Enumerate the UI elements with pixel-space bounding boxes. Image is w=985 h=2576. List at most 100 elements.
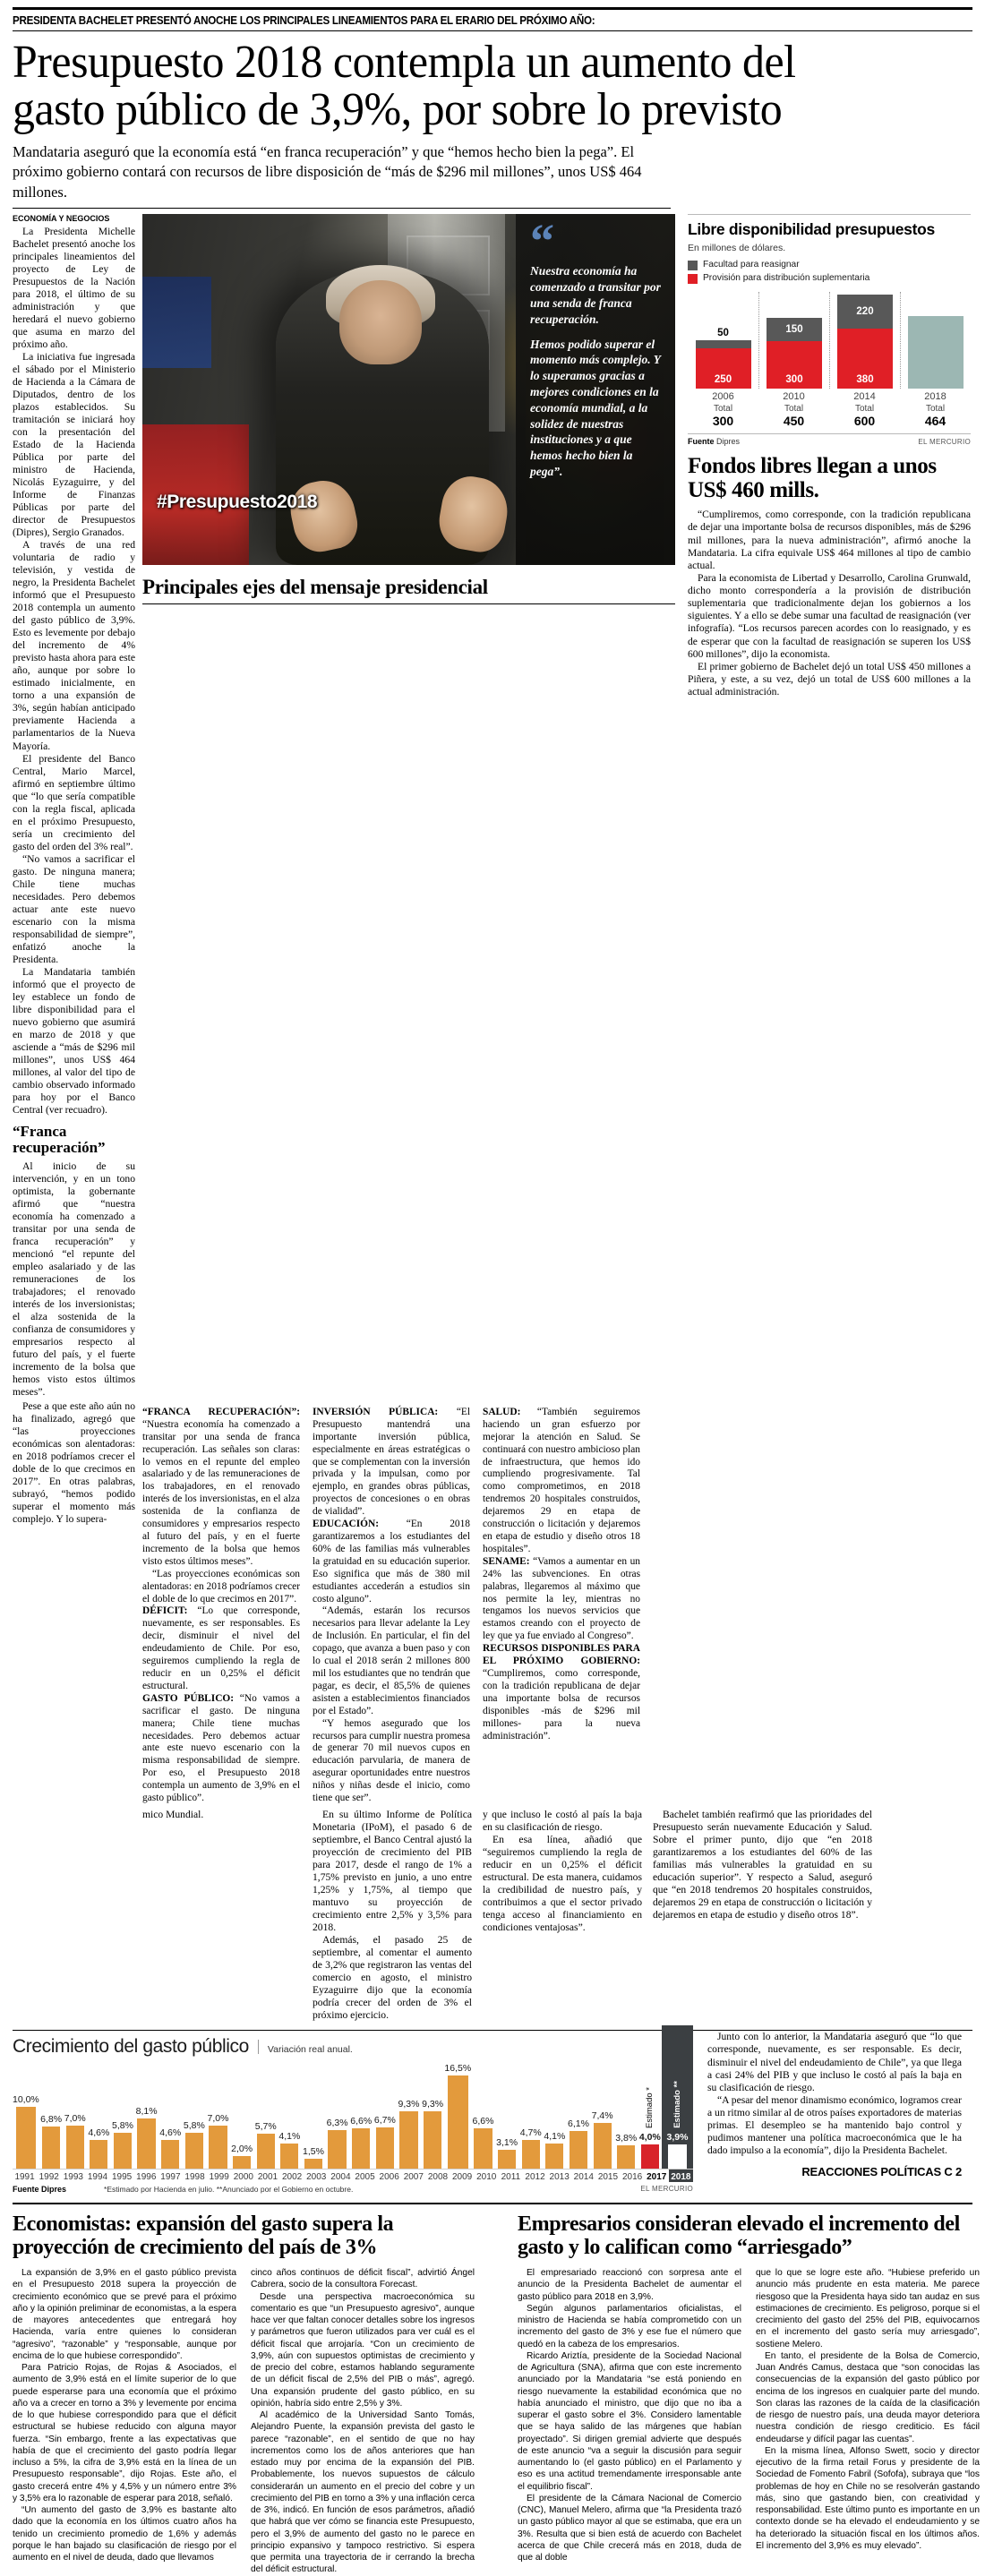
axis-year: 1999	[209, 2172, 229, 2183]
chart-source: Fuente Dipres	[13, 2185, 66, 2194]
axis-year: 2001	[257, 2172, 278, 2183]
ejes-item: “Y hemos asegurado que los recursos para…	[313, 1718, 470, 1805]
photo-flag-blue	[142, 277, 212, 369]
bar-label: 4,0%	[638, 2132, 661, 2144]
ejes-item: “Además, estarán los recursos necesarios…	[313, 1605, 470, 1717]
bar-value-gray: 220	[856, 306, 874, 318]
ejes-lead: GASTO PÚBLICO:	[142, 1692, 235, 1704]
axis-year: 2010	[783, 391, 805, 403]
ejes-item: INVERSIÓN PÚBLICA: “El Presupuesto mante…	[313, 1407, 470, 1519]
bar-label: 5,7%	[254, 2121, 277, 2133]
source-label: Fuente	[688, 437, 715, 447]
newspaper-page: PRESIDENTA BACHELET PRESENTÓ ANOCHE LOS …	[13, 7, 980, 2574]
paragraph: Bachelet también reafirmó que las priori…	[653, 1808, 872, 1921]
ejes-left-spacer-column: Pese a que este año aún no ha finalizado…	[13, 1400, 142, 1805]
total-value: 464	[924, 414, 946, 429]
axis-year: 2008	[427, 2172, 449, 2183]
chart-header: Crecimiento del gasto público Variación …	[13, 2036, 693, 2058]
chart-subtitle: Variación real anual.	[267, 2044, 353, 2056]
axis-year: 2014	[853, 391, 876, 403]
total-label: Total	[925, 404, 946, 415]
bar-rect	[90, 2140, 108, 2169]
ejes-item: SALUD: “También seguiremos haciendo un g…	[483, 1407, 640, 1556]
ejes-item: SENAME: “Vamos a aumentar en un 24% las …	[483, 1556, 640, 1643]
paragraph: Al académico de la Universidad Santo Tom…	[251, 2410, 475, 2575]
stacked-bar-column-2006: 50 250	[688, 292, 758, 389]
bottom-story-economistas: Economistas: expansión del gasto supera …	[13, 2212, 475, 2575]
bar-1999: 7,0%	[206, 2063, 230, 2169]
bar-rect	[137, 2118, 156, 2169]
paragraph: Para Patricio Rojas, de Rojas & Asociado…	[13, 2363, 236, 2503]
bar-2013: 4,1%	[543, 2063, 567, 2169]
bar-stack	[908, 316, 964, 389]
quote-paragraph: Hemos podido superar el momento más comp…	[530, 337, 661, 479]
bar-2003: 1,5%	[302, 2063, 326, 2169]
bottom-separator	[13, 2203, 972, 2205]
bar-2004: 6,3%	[325, 2063, 349, 2169]
chart-bars: 10,0% 6,8% 7,0% 4,6% 5,8% 8,1% 4,6% 5,8%…	[13, 2025, 693, 2169]
bar-rect	[375, 2127, 394, 2169]
left-body-2: Al inicio de su intervención, y en un to…	[13, 1160, 135, 1399]
subhead: Mandataria aseguró que la economía está …	[13, 143, 642, 201]
ejes-text: “Cumpliremos, como corresponde, con la t…	[483, 1667, 640, 1742]
paragraph: “A pesar del menor dinamismo económico, …	[707, 2093, 963, 2157]
story-columns: El empresariado reaccionó con sorpresa a…	[518, 2267, 980, 2563]
paragraph: “Cumpliremos, como corresponde, con la t…	[688, 509, 971, 571]
photo-column: #Presupuesto2018 “ Nuestra economía ha c…	[142, 213, 675, 1399]
bar-segment-red: 300	[767, 341, 822, 389]
ejes-item: DÉFICIT: “Lo que corresponde, nuevamente…	[142, 1605, 300, 1692]
bar-2016: 3,8%	[614, 2063, 638, 2169]
bar-label: 16,5%	[444, 2063, 472, 2075]
story-column-2: que lo que se logre este año. “Hubiese p…	[756, 2267, 980, 2563]
cont-col-1	[13, 1809, 142, 2022]
bar-2010: 6,6%	[471, 2063, 495, 2169]
ejes-text: “El Presupuesto mantendrá una importante…	[313, 1406, 470, 1518]
ejes-lead: “FRANCA RECUPERACIÓN”:	[142, 1406, 300, 1417]
kicker-rule	[13, 30, 972, 31]
bar-segment-red: 250	[695, 348, 751, 389]
stacked-chart-year-axis: 2006 2010 2014 2018	[688, 389, 971, 402]
total-label: Total	[713, 404, 733, 415]
axis-year: 2003	[306, 2172, 327, 2183]
legend-item: Facultad para reasignar	[688, 260, 971, 270]
bar-value-red: 250	[714, 374, 732, 386]
paragraph: “No vamos a sacrificar el gasto. De ning…	[13, 852, 135, 965]
ejes-lead: DÉFICIT:	[142, 1605, 188, 1617]
ejes-text: “También seguiremos haciendo un gran esf…	[483, 1406, 640, 1554]
ejes-text: “Además, estarán los recursos necesarios…	[313, 1605, 470, 1716]
axis-year: 2011	[501, 2172, 521, 2183]
axis-year: 2015	[597, 2172, 619, 2183]
bar-rect	[184, 2133, 203, 2169]
top-rule	[13, 7, 972, 10]
paragraph: En la misma línea, Alfonso Swett, socio …	[756, 2445, 980, 2551]
bar-2005: 6,6%	[349, 2063, 373, 2169]
axis-year: 1997	[160, 2172, 181, 2183]
cont-col-3: En su último Informe de Política Monetar…	[313, 1809, 483, 2022]
bar-2011: 3,1%	[495, 2063, 519, 2169]
paragraph: A través de una red voluntaria de radio …	[13, 539, 135, 752]
bar-label: 6,6%	[472, 2116, 494, 2127]
bar-1995: 5,8%	[111, 2063, 135, 2169]
total-label: Total	[854, 404, 875, 415]
sidebar-top-rule	[688, 213, 971, 215]
bar-label: 6,7%	[373, 2115, 396, 2127]
bar-label: 9,3%	[398, 2099, 420, 2110]
bar-label: 1,5%	[303, 2146, 324, 2158]
bar-rect	[474, 2128, 492, 2169]
bar-rect	[256, 2134, 275, 2169]
paragraph: En su último Informe de Política Monetar…	[313, 1808, 472, 1934]
paragraph: La Presidenta Michelle Bachelet presentó…	[13, 225, 135, 350]
ejes-lead: SENAME:	[483, 1555, 530, 1567]
chart-credit: EL MERCURIO	[640, 2185, 693, 2194]
bar-rect	[352, 2128, 371, 2169]
paragraph: La Mandataria también informó que el pro…	[13, 965, 135, 1116]
bar-rect	[328, 2130, 347, 2169]
left-body-3: Pese a que este año aún no ha finalizado…	[13, 1400, 135, 1526]
total-value: 450	[783, 414, 805, 429]
chart-row: Crecimiento del gasto público Variación …	[13, 2025, 972, 2194]
paragraph: La expansión de 3,9% en el gasto público…	[13, 2268, 236, 2361]
bar-1998: 5,8%	[183, 2063, 207, 2169]
ejes-item: “FRANCA RECUPERACIÓN”: “Nuestra economía…	[142, 1407, 300, 1569]
axis-year: 2016	[621, 2172, 643, 2183]
bar-rect	[232, 2156, 252, 2169]
